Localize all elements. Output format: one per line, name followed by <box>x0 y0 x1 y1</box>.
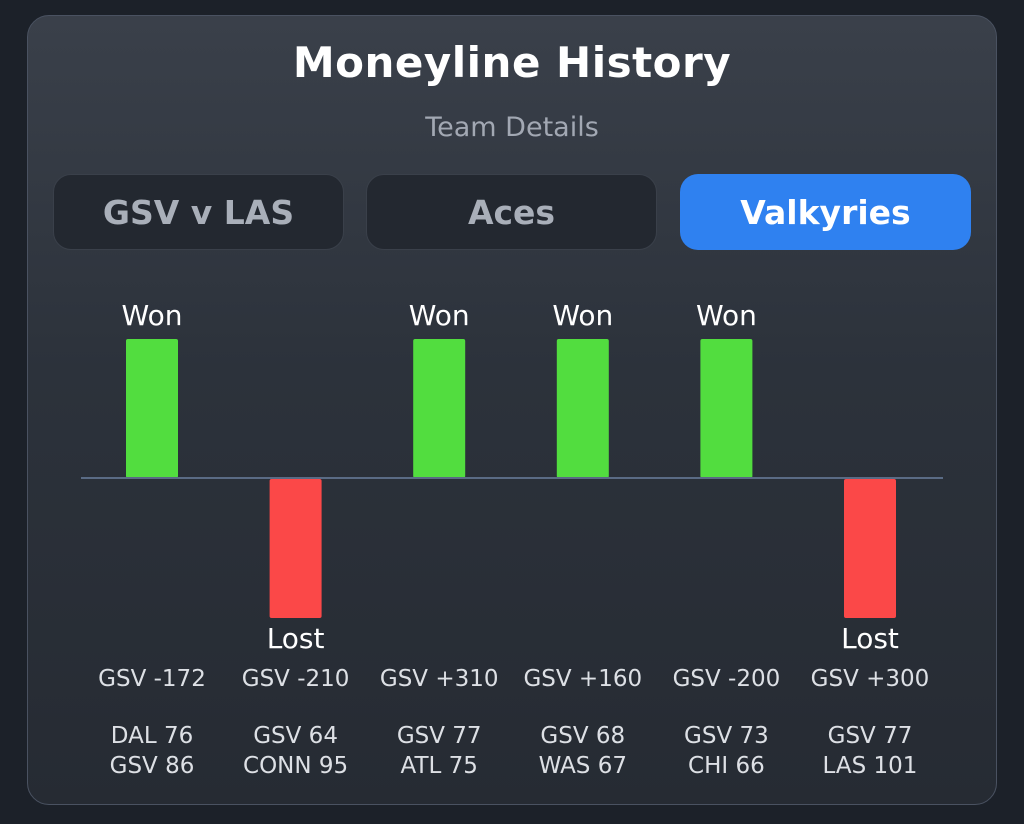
score-line: GSV 68 <box>540 723 625 749</box>
score-line: GSV 73 <box>684 723 769 749</box>
tab-valkyries-label: Valkyries <box>740 192 911 232</box>
score-line: CONN 95 <box>243 753 348 779</box>
category-label: GSV -200 <box>673 666 781 692</box>
tab-gsv-v-las[interactable]: GSV v LAS <box>53 174 344 250</box>
score-line: GSV 86 <box>110 753 195 779</box>
result-label: Won <box>122 299 183 332</box>
tab-valkyries[interactable]: Valkyries <box>680 174 971 250</box>
category-label: GSV +300 <box>811 666 930 692</box>
bar-won <box>700 339 753 478</box>
result-label: Lost <box>841 622 899 655</box>
bar-lost <box>269 479 322 618</box>
score-line: GSV 77 <box>828 723 913 749</box>
page-subtitle: Team Details <box>425 112 599 143</box>
result-label: Won <box>552 299 613 332</box>
category-label: GSV +160 <box>523 666 642 692</box>
category-label: GSV +310 <box>380 666 499 692</box>
score-line: LAS 101 <box>823 753 918 779</box>
result-label: Won <box>696 299 757 332</box>
tab-aces-label: Aces <box>467 192 556 232</box>
score-line: WAS 67 <box>539 753 627 779</box>
moneyline-card <box>27 15 997 805</box>
score-line: DAL 76 <box>111 723 193 749</box>
category-label: GSV -210 <box>242 666 350 692</box>
bar-lost <box>844 479 896 618</box>
bar-won <box>413 339 466 478</box>
score-line: GSV 64 <box>253 723 338 749</box>
score-line: GSV 77 <box>397 723 482 749</box>
score-line: CHI 66 <box>688 753 765 779</box>
tab-aces[interactable]: Aces <box>366 174 657 250</box>
bar-won <box>556 339 609 478</box>
category-label: GSV -172 <box>98 666 206 692</box>
bar-won <box>126 339 178 478</box>
score-line: ATL 75 <box>401 753 478 779</box>
tab-gsv-v-las-label: GSV v LAS <box>102 192 295 232</box>
result-label: Won <box>409 299 470 332</box>
result-label: Lost <box>267 622 325 655</box>
page-title: Moneyline History <box>292 38 732 87</box>
